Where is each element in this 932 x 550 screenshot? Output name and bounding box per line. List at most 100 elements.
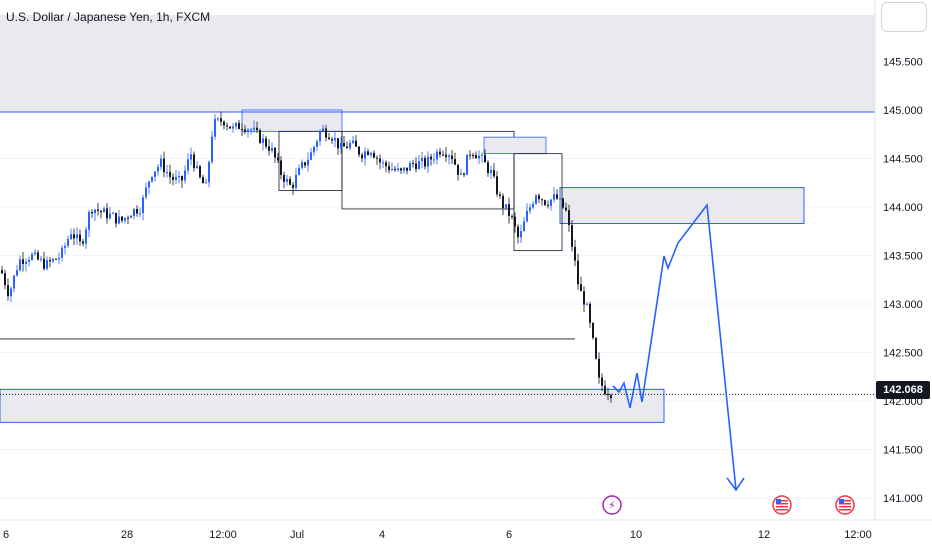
candle xyxy=(529,203,531,214)
candle xyxy=(100,209,102,219)
candle xyxy=(184,165,186,184)
candle xyxy=(106,202,108,224)
candle xyxy=(211,130,213,165)
candle xyxy=(520,224,522,244)
candle-body xyxy=(13,275,15,289)
order-block-4 xyxy=(483,136,547,155)
candle xyxy=(262,133,264,151)
candle xyxy=(535,194,537,205)
candle-body xyxy=(253,127,255,130)
candle xyxy=(61,245,63,262)
candle-body xyxy=(256,127,258,131)
us-flag-event-icon[interactable] xyxy=(772,495,792,515)
candle xyxy=(142,194,144,221)
candle-body xyxy=(52,258,54,262)
candle-body xyxy=(433,159,435,161)
candle-body xyxy=(19,259,21,271)
candle xyxy=(301,159,303,170)
candle-body xyxy=(82,241,84,244)
candle xyxy=(421,151,423,169)
candle-body xyxy=(391,169,393,171)
candle xyxy=(400,167,402,174)
price-tick-label: 142.500 xyxy=(883,348,923,360)
chart-settings-button[interactable] xyxy=(881,2,927,32)
candle-body xyxy=(352,140,354,143)
candle-body xyxy=(361,154,363,159)
candle xyxy=(406,167,408,175)
candle xyxy=(268,139,270,156)
candle-body xyxy=(466,154,468,175)
candle xyxy=(82,238,84,247)
lightning-event-icon[interactable]: ⚡ xyxy=(602,495,622,515)
candle xyxy=(487,159,489,177)
candle-body xyxy=(436,151,438,160)
price-axis[interactable]: 145.500 145.000 144.500 144.000 143.500 143.0… xyxy=(874,0,932,550)
candle-body xyxy=(295,174,297,188)
candle xyxy=(592,322,594,340)
candle xyxy=(451,150,453,165)
candle xyxy=(265,135,267,150)
candle xyxy=(538,193,540,204)
candle xyxy=(55,258,57,260)
candle xyxy=(565,202,567,212)
time-axis[interactable]: 6 28 12:00 Jul 4 6 10 12 12:00 xyxy=(0,519,932,541)
flag-canton xyxy=(776,499,781,504)
candle xyxy=(157,164,159,176)
candle xyxy=(364,147,366,166)
candle-body xyxy=(181,176,183,181)
candle-body xyxy=(439,151,441,155)
price-tick-label: 141.500 xyxy=(883,445,923,457)
candle-body xyxy=(490,170,492,173)
candle-body xyxy=(529,207,531,211)
us-flag-event-icon-2[interactable] xyxy=(835,495,855,515)
candle xyxy=(115,212,117,228)
candle-body xyxy=(388,166,390,171)
candle-body xyxy=(565,207,567,211)
candle-body xyxy=(184,170,186,181)
candle-body xyxy=(127,217,129,219)
candle-body xyxy=(154,171,156,177)
candle-body xyxy=(328,137,330,140)
flag-ring xyxy=(772,495,792,515)
candle-body xyxy=(238,122,240,129)
candle xyxy=(307,152,309,172)
candle-body xyxy=(358,146,360,155)
candle-body xyxy=(214,118,216,137)
candle xyxy=(295,167,297,192)
candle xyxy=(514,212,516,233)
candle xyxy=(556,189,558,200)
candle-body xyxy=(481,154,483,156)
candle-body xyxy=(484,154,486,163)
flag-stripe xyxy=(839,506,851,508)
candle-body xyxy=(556,194,558,199)
candle xyxy=(508,197,510,224)
flag-stripe xyxy=(776,503,788,505)
candle-body xyxy=(229,126,231,129)
candle xyxy=(130,214,132,218)
candle-body xyxy=(46,260,48,269)
candle-body xyxy=(286,178,288,182)
candle xyxy=(34,248,36,256)
candle-body xyxy=(121,216,123,221)
candle xyxy=(595,336,597,360)
candle-body xyxy=(340,143,342,149)
candle-body xyxy=(346,146,348,149)
price-tick-label: 144.000 xyxy=(883,202,923,214)
candle-body xyxy=(541,199,543,201)
candle-body xyxy=(424,157,426,167)
candle-body xyxy=(22,259,24,264)
level-lines xyxy=(0,111,875,395)
candle xyxy=(589,301,591,328)
candle-body xyxy=(64,245,66,248)
candle-body xyxy=(133,208,135,217)
candle-body xyxy=(334,138,336,141)
candle-body xyxy=(115,212,117,224)
candle-body xyxy=(421,157,423,162)
candle-body xyxy=(457,164,459,175)
candle-body xyxy=(55,258,57,260)
candle xyxy=(235,122,237,130)
candle-body xyxy=(451,155,453,160)
candle xyxy=(445,146,447,162)
candle-body xyxy=(331,139,333,141)
